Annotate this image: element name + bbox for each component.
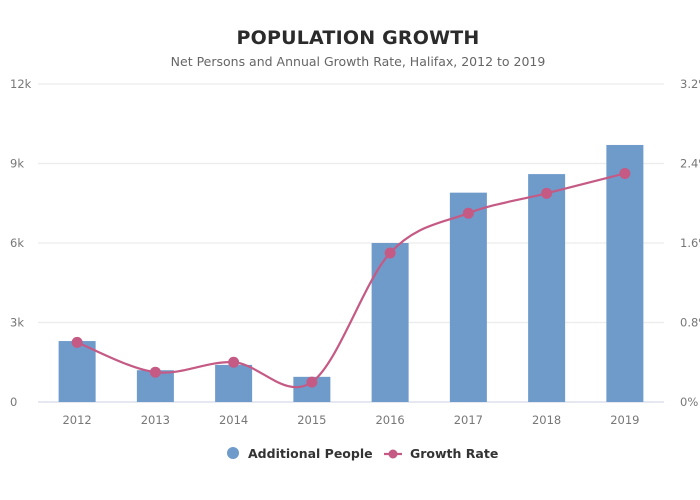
y-right-tick-label: 0.8%	[680, 316, 700, 330]
y-right-tick-label: 0%	[680, 395, 698, 409]
growth-point-2018	[541, 187, 553, 199]
x-tick-label: 2012	[62, 413, 91, 427]
bar-2014	[215, 364, 253, 402]
x-tick-label: 2018	[532, 413, 561, 427]
growth-point-2016	[384, 247, 396, 259]
y-right-tick-label: 2.4%	[680, 157, 700, 171]
x-tick-label: 2013	[141, 413, 170, 427]
y-left-tick-label: 3k	[10, 316, 24, 330]
x-tick-label: 2015	[297, 413, 326, 427]
bar-2016	[371, 243, 409, 402]
growth-point-2013	[149, 366, 161, 378]
y-left-tick-label: 9k	[10, 157, 24, 171]
growth-point-2012	[71, 336, 83, 348]
y-right-tick-label: 1.6%	[680, 236, 700, 250]
x-tick-label: 2016	[375, 413, 404, 427]
legend-label-additional-people: Additional People	[248, 446, 373, 461]
y-left-tick-label: 12k	[10, 77, 32, 91]
legend-line-marker-icon	[388, 449, 398, 459]
growth-point-2015	[306, 376, 318, 388]
legend-bar-icon	[227, 447, 239, 459]
bar-2012	[58, 341, 96, 402]
bar-2017	[449, 192, 487, 402]
bar-2019	[606, 144, 644, 402]
y-left-tick-label: 6k	[10, 236, 24, 250]
legend-label-growth-rate: Growth Rate	[410, 446, 498, 461]
y-right-tick-label: 3.2%	[680, 77, 700, 91]
x-tick-label: 2014	[219, 413, 248, 427]
x-tick-label: 2019	[610, 413, 639, 427]
growth-point-2019	[619, 167, 631, 179]
growth-point-2014	[228, 356, 240, 368]
y-left-tick-label: 0	[10, 395, 17, 409]
growth-rate-line	[76, 172, 626, 389]
x-tick-label: 2017	[454, 413, 483, 427]
chart-title: POPULATION GROWTH	[236, 27, 480, 49]
chart-subtitle: Net Persons and Annual Growth Rate, Hali…	[170, 54, 546, 69]
growth-point-2017	[462, 207, 474, 219]
bar-2018	[528, 174, 566, 402]
